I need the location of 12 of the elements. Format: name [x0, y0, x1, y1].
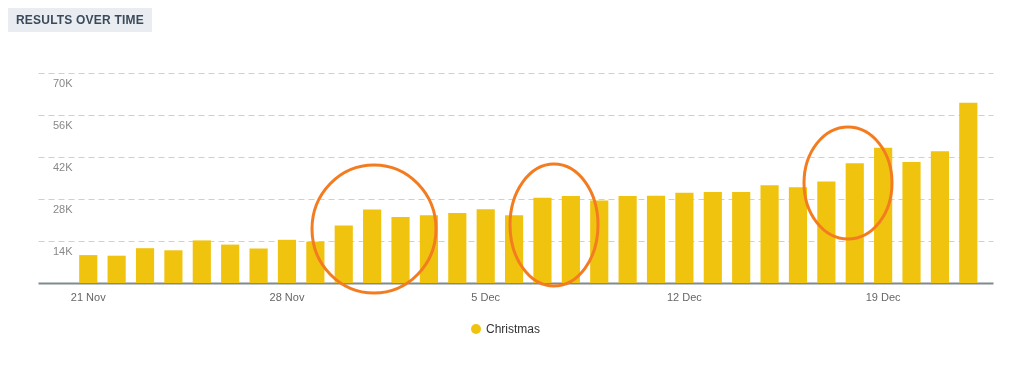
- chart-title: RESULTS OVER TIME: [8, 8, 152, 32]
- y-tick-label: 14K: [52, 244, 74, 257]
- y-tick-label: 70K: [52, 76, 74, 89]
- y-tick-label: 28K: [52, 202, 74, 215]
- legend-label: Christmas: [486, 322, 541, 336]
- x-tick-label: 12 Dec: [666, 290, 703, 303]
- y-tick-label: 42K: [52, 160, 74, 173]
- y-tick-label: 56K: [52, 118, 74, 131]
- x-tick-label: 21 Nov: [70, 290, 107, 303]
- x-tick-label: 5 Dec: [471, 290, 501, 303]
- x-tick-label: 19 Dec: [865, 290, 902, 303]
- x-tick-label: 28 Nov: [269, 290, 305, 303]
